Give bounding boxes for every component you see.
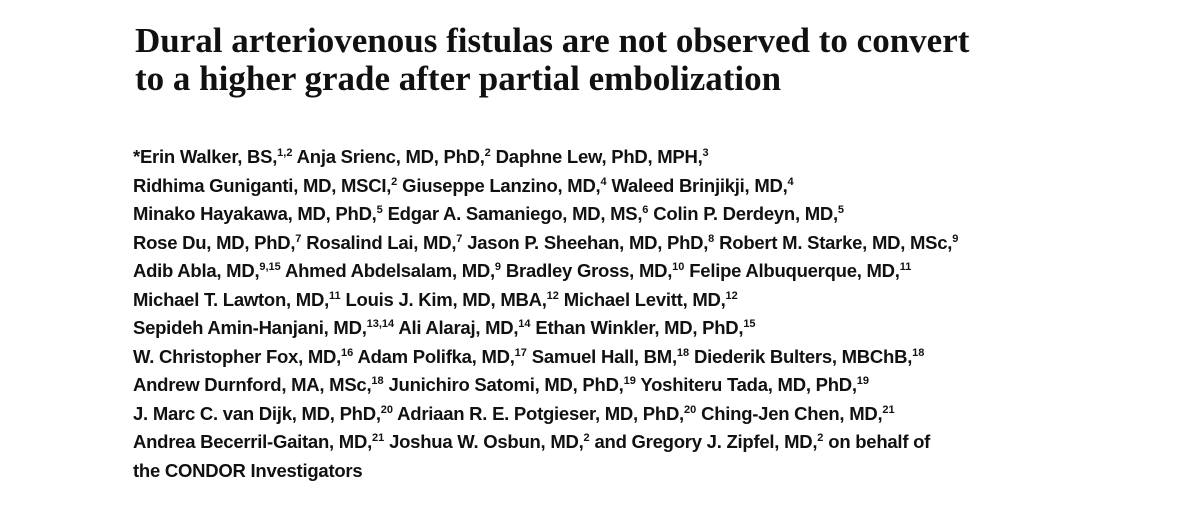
author-name: Jason P. Sheehan, MD, PhD,	[462, 231, 709, 253]
author-name: Andrew Durnford, MA, MSc,	[133, 374, 372, 395]
author-name: Adriaan R. E. Potgieser, MD, PhD,	[392, 402, 684, 424]
author-name: on behalf of	[823, 431, 931, 452]
author-line: Michael T. Lawton, MD,11 Louis J. Kim, M…	[133, 286, 958, 315]
author-line: W. Christopher Fox, MD,16 Adam Polifka, …	[133, 343, 958, 372]
author-name: Bradley Gross, MD,	[501, 260, 673, 281]
author-line: Minako Hayakawa, MD, PhD,5 Edgar A. Sama…	[133, 200, 958, 229]
author-name: Colin P. Derdeyn, MD,	[648, 203, 838, 224]
author-name: Adam Polifka, MD,	[353, 345, 515, 367]
affiliation-number: 5	[837, 204, 845, 216]
affiliation-number: 6	[642, 204, 649, 216]
author-name: Adib Abla, MD,	[133, 260, 260, 281]
paper-title: Dural arteriovenous fistulas are not obs…	[135, 22, 969, 98]
affiliation-number: 18	[371, 375, 384, 387]
author-name: Minako Hayakawa, MD, PhD,	[133, 203, 377, 224]
author-list: *Erin Walker, BS,1,2 Anja Srienc, MD, Ph…	[133, 143, 958, 485]
author-name: Michael Levitt, MD,	[558, 288, 726, 310]
author-line: J. Marc C. van Dijk, MD, PhD,20 Adriaan …	[133, 400, 958, 429]
author-name: Samuel Hall, BM,	[526, 345, 677, 367]
affiliation-number: 7	[456, 232, 463, 245]
author-name: Ethan Winkler, MD, PhD,	[530, 317, 744, 338]
author-name: Felipe Albuquerque, MD,	[684, 260, 900, 281]
affiliation-number: 3	[702, 147, 709, 159]
author-line: the CONDOR Investigators	[133, 457, 958, 486]
author-name: Rose Du, MD, PhD,	[133, 231, 296, 253]
author-name: Daphne Lew, PhD, MPH,	[490, 146, 703, 167]
author-line: *Erin Walker, BS,1,2 Anja Srienc, MD, Ph…	[133, 143, 958, 172]
author-name: and Gregory J. Zipfel, MD,	[589, 431, 818, 452]
author-line: Andrew Durnford, MA, MSc,18 Junichiro Sa…	[133, 371, 958, 400]
author-name: Edgar A. Samaniego, MD, MS,	[382, 203, 643, 224]
title-line: to a higher grade after partial emboliza…	[135, 59, 782, 98]
affiliation-number: 11	[899, 261, 912, 273]
author-name: *Erin Walker, BS,	[133, 146, 278, 167]
affiliation-number: 2	[484, 147, 491, 159]
affiliation-number: 9	[952, 232, 959, 245]
author-name: Ching-Jen Chen, MD,	[696, 402, 883, 424]
affiliation-number: 13,14	[366, 318, 395, 330]
affiliation-number: 1,2	[277, 147, 293, 159]
author-line: Andrea Becerril-Gaitan, MD,21 Joshua W. …	[133, 428, 958, 457]
author-name: W. Christopher Fox, MD,	[133, 345, 342, 367]
affiliation-number: 2	[817, 432, 824, 444]
affiliation-number: 8	[708, 232, 715, 245]
affiliation-number: 15	[743, 318, 756, 330]
author-name: the CONDOR Investigators	[133, 459, 363, 481]
affiliation-number: 14	[518, 318, 531, 330]
affiliation-number: 2	[583, 432, 590, 444]
author-line: Rose Du, MD, PhD,7 Rosalind Lai, MD,7 Ja…	[133, 229, 958, 258]
author-name: Junichiro Satomi, MD, PhD,	[383, 374, 624, 395]
affiliation-number: 20	[380, 403, 393, 416]
author-line: Sepideh Amin-Hanjani, MD,13,14 Ali Alara…	[133, 314, 958, 343]
author-name: J. Marc C. van Dijk, MD, PhD,	[133, 402, 381, 424]
affiliation-number: 10	[672, 261, 685, 273]
affiliation-number: 12	[546, 289, 559, 302]
affiliation-number: 16	[341, 346, 354, 359]
affiliation-number: 19	[623, 375, 636, 387]
author-name: Diederik Bulters, MBChB,	[689, 345, 913, 367]
author-name: Joshua W. Osbun, MD,	[384, 431, 584, 452]
affiliation-number: 20	[683, 403, 697, 416]
author-name: Waleed Brinjikji, MD,	[606, 174, 788, 196]
author-line: Ridhima Guniganti, MD, MSCI,2 Giuseppe L…	[133, 172, 958, 201]
author-line: Adib Abla, MD,9,15 Ahmed Abdelsalam, MD,…	[133, 257, 958, 286]
author-name: Ahmed Abdelsalam, MD,	[280, 260, 495, 281]
author-name: Louis J. Kim, MD, MBA,	[340, 288, 547, 310]
affiliation-number: 4	[787, 175, 794, 188]
affiliation-number: 21	[882, 403, 895, 416]
author-name: Ridhima Guniganti, MD, MSCI,	[133, 174, 392, 196]
affiliation-number: 19	[856, 375, 869, 387]
affiliation-number: 4	[600, 175, 607, 188]
author-name: Ali Alaraj, MD,	[394, 317, 519, 338]
affiliation-number: 7	[295, 232, 302, 245]
author-name: Sepideh Amin-Hanjani, MD,	[133, 317, 367, 338]
affiliation-number: 11	[328, 289, 341, 302]
affiliation-number: 9,15	[259, 261, 281, 273]
affiliation-number: 2	[391, 175, 398, 188]
author-name: Andrea Becerril-Gaitan, MD,	[133, 431, 372, 452]
author-name: Giuseppe Lanzino, MD,	[397, 174, 601, 196]
author-name: Robert M. Starke, MD, MSc,	[714, 231, 953, 253]
affiliation-number: 12	[725, 289, 738, 302]
affiliation-number: 21	[371, 432, 385, 444]
author-name: Michael T. Lawton, MD,	[133, 288, 329, 310]
affiliation-number: 18	[676, 346, 690, 359]
affiliation-number: 17	[514, 346, 527, 359]
affiliation-number: 9	[494, 261, 502, 273]
affiliation-number: 18	[912, 346, 925, 359]
author-name: Yoshiteru Tada, MD, PhD,	[635, 374, 857, 395]
affiliation-number: 5	[376, 204, 383, 216]
title-line: Dural arteriovenous fistulas are not obs…	[135, 21, 970, 60]
author-name: Anja Srienc, MD, PhD,	[292, 146, 485, 167]
author-name: Rosalind Lai, MD,	[301, 231, 457, 253]
